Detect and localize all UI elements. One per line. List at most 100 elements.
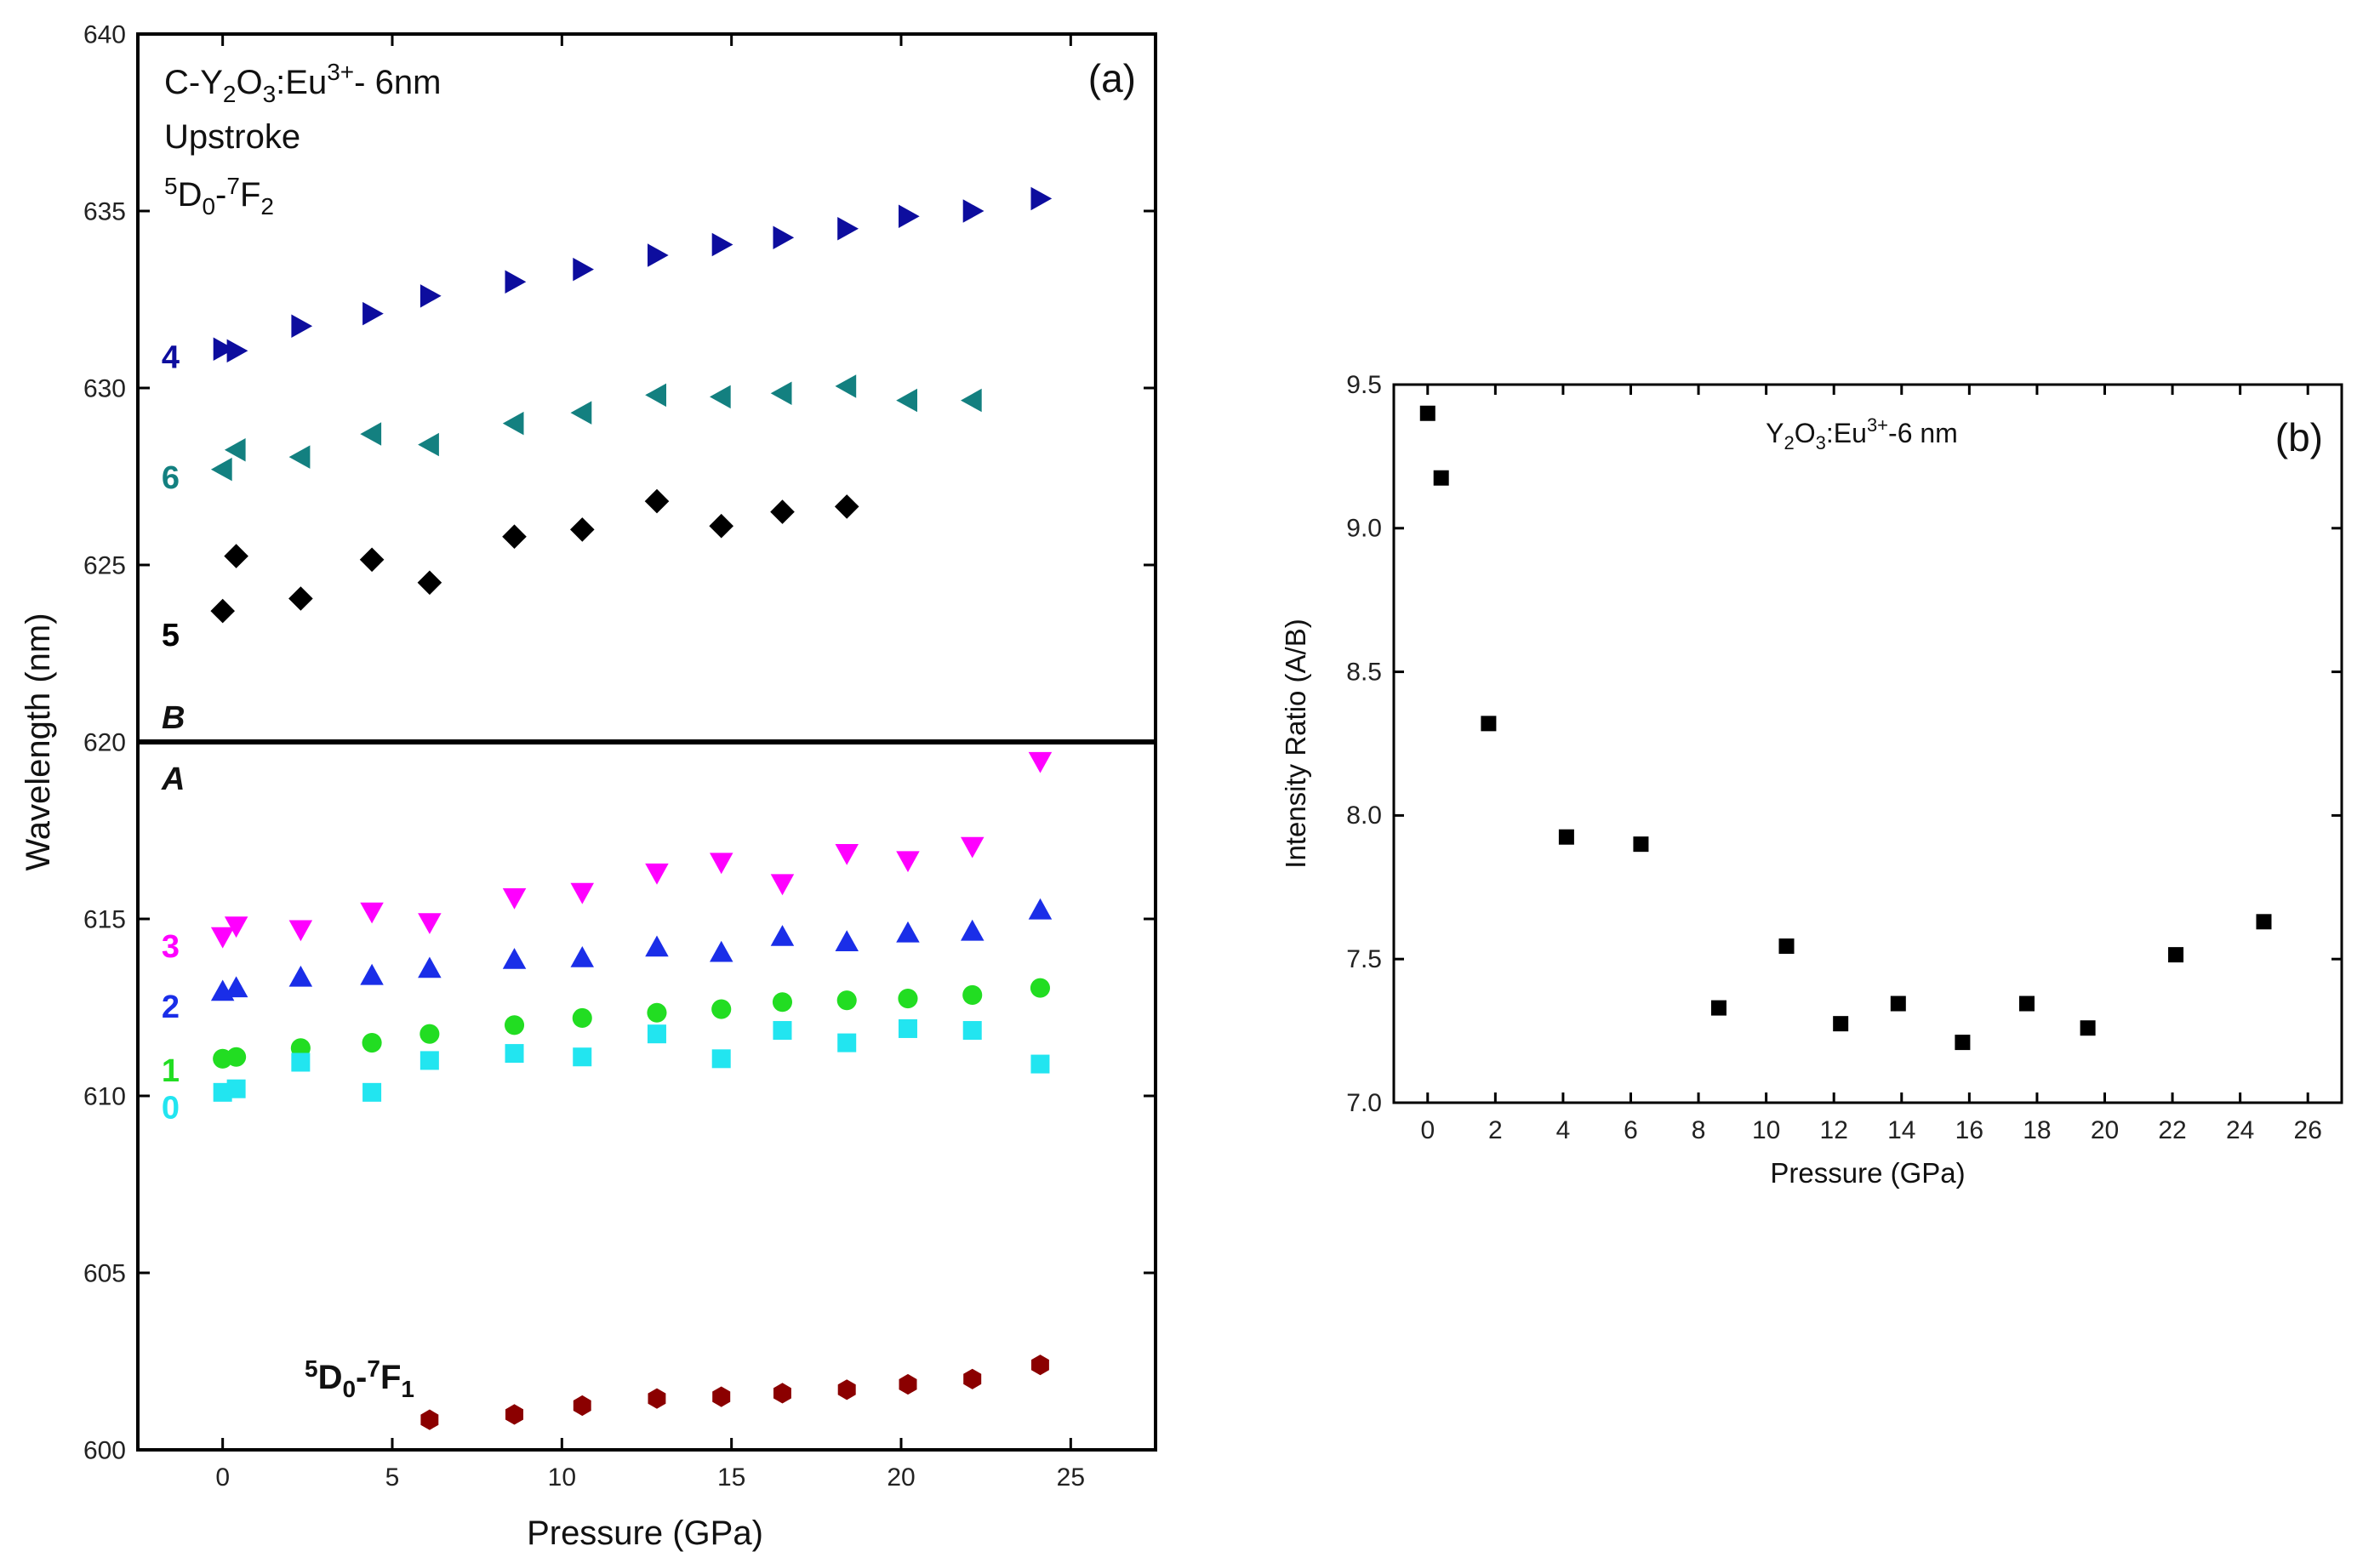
y-tick-label: 640 xyxy=(83,21,126,49)
data-point xyxy=(835,930,859,951)
data-point xyxy=(834,494,859,519)
data-point xyxy=(711,999,732,1019)
data-point xyxy=(710,385,731,409)
x-tick-label: 12 xyxy=(1820,1116,1848,1144)
series-label-2: 2 xyxy=(162,990,180,1025)
y-tick-label: 9.0 xyxy=(1346,515,1382,543)
data-point xyxy=(770,925,795,946)
data-point xyxy=(648,1388,666,1409)
data-point xyxy=(1833,1016,1849,1032)
data-point xyxy=(288,586,313,611)
data-point xyxy=(1031,1355,1049,1376)
series-1 xyxy=(213,978,1051,1069)
data-point xyxy=(504,1015,525,1035)
data-point xyxy=(291,1052,311,1072)
x-tick-label: 10 xyxy=(1752,1116,1780,1144)
data-point xyxy=(712,1386,731,1407)
data-point xyxy=(362,1082,382,1102)
data-point xyxy=(962,1021,982,1041)
data-point xyxy=(711,232,733,257)
y-tick-label: 8.0 xyxy=(1346,801,1382,830)
data-point xyxy=(773,225,795,249)
data-point xyxy=(645,863,669,885)
x-tick-label: 16 xyxy=(1955,1116,1983,1144)
series-label-0: 0 xyxy=(162,1090,180,1126)
x-tick-label: 26 xyxy=(2294,1116,2322,1144)
data-point xyxy=(418,913,442,934)
panel-a-x-ticks: 0 5 10 15 20 25 xyxy=(215,34,1085,1492)
data-point xyxy=(770,874,795,896)
data-point xyxy=(2080,1020,2096,1036)
panel-b-plot-frame xyxy=(1392,383,2343,1104)
data-point xyxy=(420,1409,439,1430)
panel-a-x-axis-title: Pressure (GPa) xyxy=(527,1515,763,1552)
data-point xyxy=(773,1021,792,1041)
data-point xyxy=(288,920,313,942)
data-point xyxy=(210,598,235,624)
series-5 xyxy=(210,488,859,624)
x-tick-label: 2 xyxy=(1488,1116,1503,1144)
x-tick-label: 10 xyxy=(548,1463,576,1492)
panel-a-tag: (a) xyxy=(1088,56,1136,100)
data-point xyxy=(835,374,857,398)
series-label-4: 4 xyxy=(162,340,180,376)
data-point xyxy=(772,992,793,1013)
data-point xyxy=(1710,1000,1726,1016)
y-tick-label: 9.5 xyxy=(1346,371,1382,399)
y-tick-label: 635 xyxy=(83,198,126,226)
data-point xyxy=(773,1383,791,1404)
data-point xyxy=(837,217,859,241)
data-point xyxy=(570,517,595,542)
series-a-b xyxy=(1419,405,2272,1051)
x-tick-label: 20 xyxy=(2091,1116,2119,1144)
data-point xyxy=(505,1044,524,1064)
data-point xyxy=(898,989,918,1009)
data-point xyxy=(419,1051,439,1070)
data-point xyxy=(710,853,733,875)
panel-a-series-labels: 4 6 5 3 2 10 xyxy=(162,340,180,1127)
data-point xyxy=(210,927,235,949)
data-point xyxy=(1028,751,1053,773)
x-tick-label: 0 xyxy=(215,1463,230,1492)
data-point xyxy=(1778,938,1795,955)
data-point xyxy=(2256,914,2272,930)
data-point xyxy=(572,1007,592,1029)
panel-b-y-ticks: 7.0 7.5 8.0 8.5 9.0 9.5 xyxy=(1346,371,2342,1117)
data-point xyxy=(2168,947,2184,963)
y-tick-label: 610 xyxy=(83,1083,126,1111)
y-tick-label: 625 xyxy=(83,552,126,580)
data-point xyxy=(505,1404,523,1425)
data-point xyxy=(502,948,527,969)
panel-a-condition: Upstroke xyxy=(164,118,300,156)
data-point xyxy=(419,284,442,308)
panel-a-band-a-label: A xyxy=(161,762,185,797)
series-4 xyxy=(213,186,1053,363)
data-point xyxy=(360,422,382,446)
panel-b-x-ticks: 0 2 4 6 8 10 12 14 16 18 20 22 24 26 xyxy=(1420,385,2322,1144)
data-point xyxy=(570,882,594,904)
data-point xyxy=(647,1024,666,1044)
series-5d0-7f1 xyxy=(420,1355,1049,1430)
y-tick-label: 620 xyxy=(83,729,126,757)
data-point xyxy=(770,499,795,524)
data-point xyxy=(961,919,985,941)
data-point xyxy=(502,411,524,436)
data-point xyxy=(1890,995,1906,1012)
data-point xyxy=(1030,978,1051,998)
data-point xyxy=(362,1033,382,1053)
x-tick-label: 0 xyxy=(1420,1116,1435,1144)
series-0 xyxy=(213,1018,1050,1102)
x-tick-label: 4 xyxy=(1556,1116,1571,1144)
x-tick-label: 5 xyxy=(385,1463,400,1492)
data-point xyxy=(224,544,248,568)
data-point xyxy=(648,243,669,267)
panel-b-x-axis-title: Pressure (GPa) xyxy=(1770,1157,1965,1189)
data-point xyxy=(645,383,666,408)
data-point xyxy=(226,339,248,363)
data-point xyxy=(1028,898,1053,920)
data-point xyxy=(288,965,313,987)
data-point xyxy=(899,204,920,228)
panel-a-y-axis-title: Wavelength (nm) xyxy=(20,613,57,870)
panel-b-tag: (b) xyxy=(2275,415,2323,459)
